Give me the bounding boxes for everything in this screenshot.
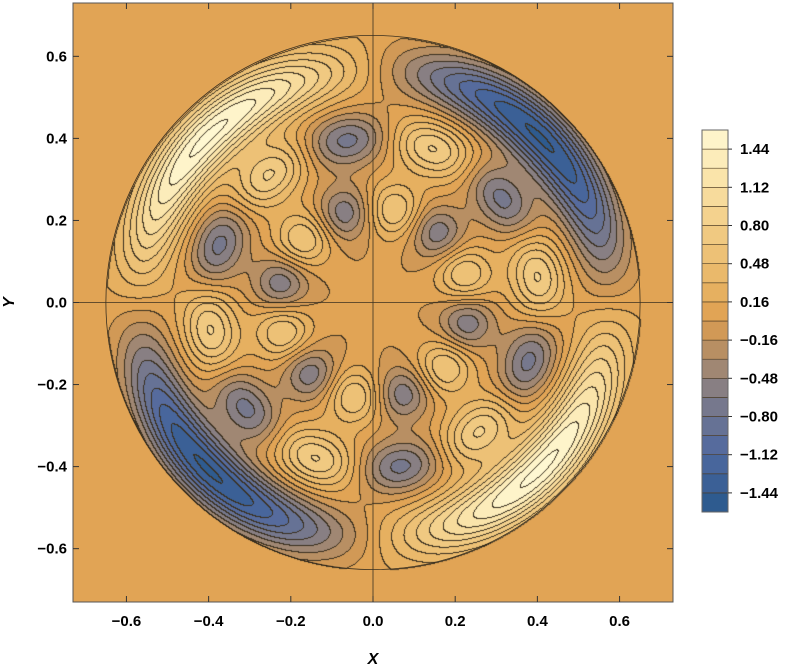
colorbar-label: 1.44 [740,141,770,158]
x-tick-label: −0.4 [194,613,224,630]
y-tick-label: 0.0 [46,295,67,312]
colorbar-label: −1.12 [740,447,778,464]
x-tick-label: 0.6 [609,613,630,630]
colorbar-bin [701,473,729,494]
colorbar-label: 0.16 [740,294,769,311]
colorbar-label: 1.12 [740,179,769,196]
colorbar-bin [701,339,729,360]
x-tick-label: 0.2 [445,613,466,630]
y-tick-label: 0.4 [46,130,68,147]
colorbar-bin [701,358,729,379]
y-axis-title: Y [1,296,18,308]
colorbar-label: 0.80 [740,218,769,235]
colorbar-bin [701,244,729,265]
y-tick-label: −0.2 [37,377,67,394]
colorbar-bin [701,492,729,513]
colorbar-label: 0.48 [740,256,769,273]
colorbar-bin [701,282,729,303]
colorbar-bin [701,397,729,417]
colorbar-bin [701,225,729,245]
x-tick-label: 0.4 [527,613,549,630]
colorbar-bin [701,435,729,456]
y-tick-label: −0.6 [37,541,67,558]
colorbar-bin [701,187,729,207]
x-tick-label: −0.6 [112,613,142,630]
colorbar-label: −0.16 [740,332,778,349]
colorbar-label: −0.80 [740,409,778,426]
colorbar: 1.44 1.12 0.80 0.48 0.16 −0.16 −0.48 −0.80 −1.12… [701,129,779,513]
colorbar-bin [701,454,729,475]
colorbar-bin [701,129,729,150]
colorbar-bin [701,148,729,169]
x-tick-label: −0.2 [276,613,306,630]
colorbar-frame [701,129,729,513]
colorbar-label: −1.44 [740,485,779,502]
colorbar-bin [701,206,729,226]
colorbar-bin [701,377,729,398]
colorbar-label: −0.48 [740,370,778,387]
plot-area [73,3,673,602]
axes: −0.6 −0.4 −0.2 0.0 0.2 0.4 0.6 −0.6 −0.4 −0.2 0.0 0… [37,2,674,630]
colorbar-bin [701,263,729,284]
colorbar-bin [701,320,729,341]
y-tick-label: 0.6 [46,48,67,65]
y-tick-label: −0.4 [37,459,67,476]
x-tick-label: 0.0 [363,613,384,630]
colorbar-bin [701,301,729,322]
colorbar-bin [701,167,729,188]
colorbar-bin [701,416,729,436]
y-tick-label: 0.2 [46,212,67,229]
x-axis-title: X [367,651,380,668]
